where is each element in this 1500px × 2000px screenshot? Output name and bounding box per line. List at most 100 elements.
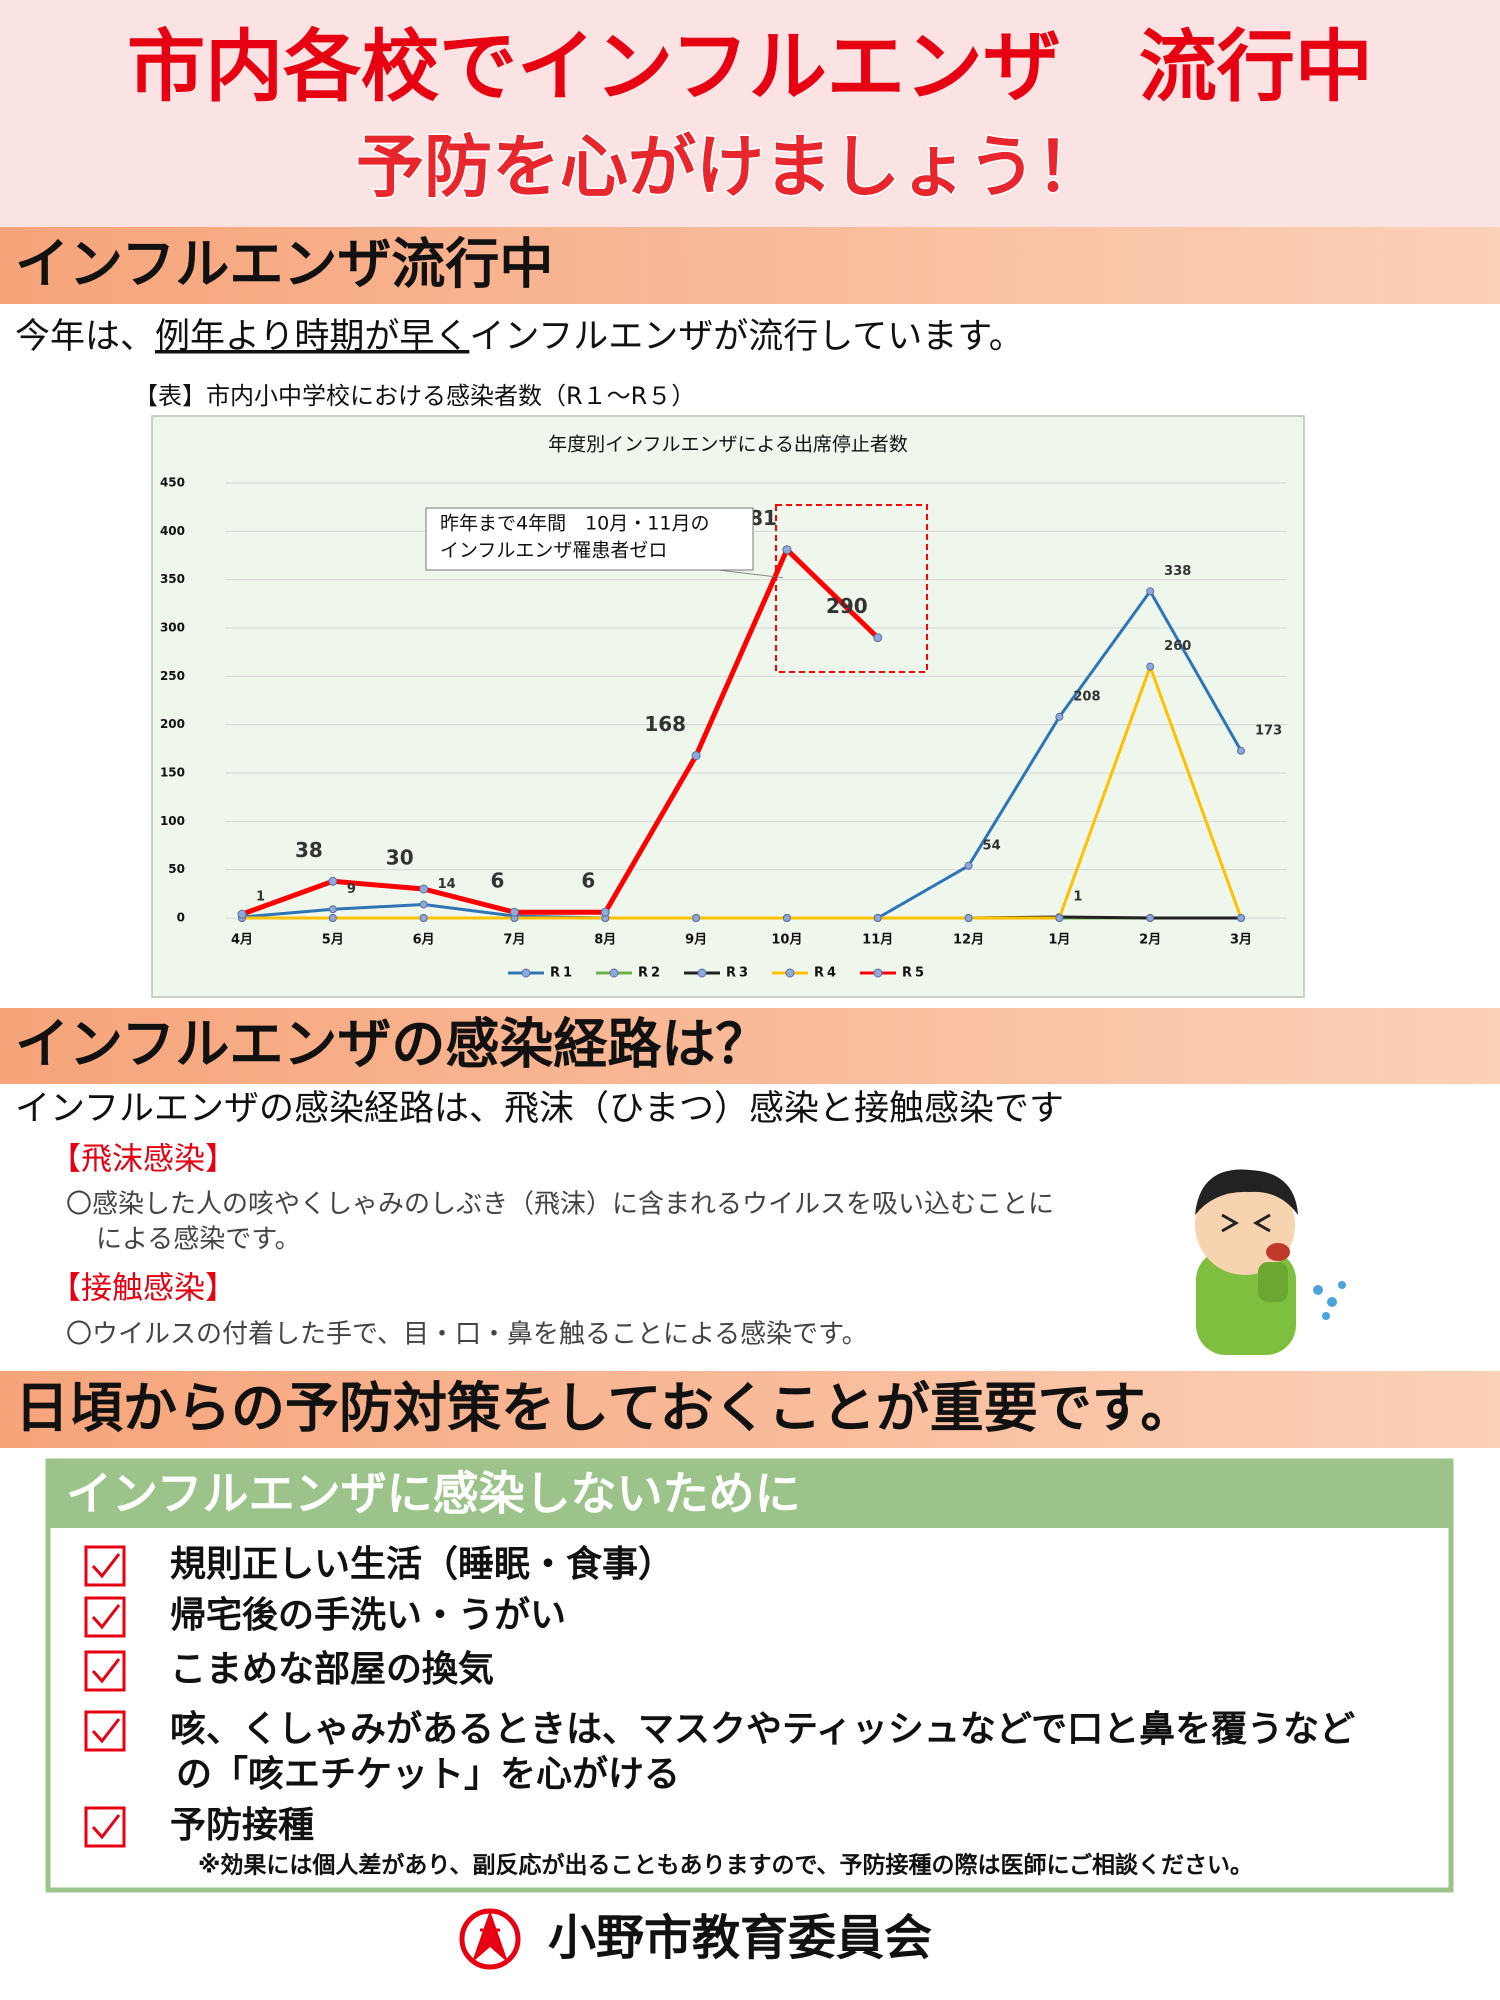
data-point bbox=[1055, 712, 1064, 721]
annotation-box bbox=[425, 507, 754, 571]
data-point bbox=[328, 876, 338, 886]
list-item: 規則正しい生活（睡眠・食事） bbox=[170, 1544, 674, 1585]
intro-part: インフルエンザが流行しています。 bbox=[469, 317, 1023, 357]
legend-label: R3 bbox=[726, 966, 751, 981]
value-label: 338 bbox=[1164, 564, 1191, 579]
value-label: 1 bbox=[1073, 890, 1082, 905]
checkbox bbox=[84, 1650, 126, 1692]
hand bbox=[1258, 1262, 1288, 1302]
x-tick-label: 3月 bbox=[1230, 933, 1252, 948]
mouth bbox=[1266, 1243, 1290, 1261]
data-point bbox=[237, 909, 247, 919]
check-mark bbox=[91, 1814, 121, 1840]
section-band bbox=[0, 227, 1500, 304]
legend-marker bbox=[609, 968, 619, 978]
checkbox bbox=[84, 1710, 126, 1752]
main-title: 市内各校でインフルエンザ 流行中 bbox=[127, 22, 1373, 112]
intro-text: 今年は、例年より時期が早くインフルエンザが流行しています。 bbox=[15, 317, 1024, 357]
legend-marker bbox=[697, 968, 707, 978]
data-point bbox=[1146, 914, 1155, 922]
checkbox bbox=[84, 1596, 126, 1638]
x-tick-label: 8月 bbox=[594, 933, 616, 948]
section-heading: 日頃からの予防対策をしておくことが重要です。 bbox=[15, 1377, 1194, 1440]
data-point bbox=[509, 907, 519, 917]
route-text: 〇ウイルスの付着した手で、目・口・鼻を触ることによる感染です。 bbox=[66, 1320, 868, 1350]
legend-marker bbox=[873, 968, 883, 978]
value-label: 208 bbox=[1073, 689, 1100, 704]
y-tick-label: 250 bbox=[160, 669, 185, 683]
check-mark bbox=[91, 1553, 121, 1579]
value-label: 1 bbox=[256, 890, 265, 905]
legend-marker bbox=[521, 968, 531, 978]
y-tick-label: 0 bbox=[177, 911, 185, 925]
value-label: 260 bbox=[1164, 639, 1191, 654]
legend-marker bbox=[785, 968, 795, 978]
x-tick-label: 5月 bbox=[322, 933, 344, 948]
data-point bbox=[964, 861, 973, 870]
section-band bbox=[0, 1371, 1500, 1448]
route-text: 〇感染した人の咳やくしゃみのしぶき（飛沫）に含まれるウイルスを吸い込むことに bbox=[66, 1190, 1054, 1220]
y-tick-label: 200 bbox=[160, 717, 185, 731]
data-point bbox=[419, 884, 429, 894]
data-point bbox=[1146, 587, 1155, 596]
footer-org: 小野市教育委員会 bbox=[548, 1910, 932, 1966]
prevention-title: インフルエンザに感染しないために bbox=[66, 1467, 801, 1521]
section-heading: インフルエンザの感染経路は？ bbox=[15, 1013, 769, 1076]
list-item: 帰宅後の手洗い・うがい bbox=[170, 1594, 566, 1636]
note: ※効果には個人差があり、副反応が出ることもありますので、予防接種の際は医師にご相… bbox=[198, 1852, 1253, 1879]
y-tick-label: 100 bbox=[160, 814, 185, 828]
hair bbox=[1195, 1169, 1298, 1215]
series-line bbox=[241, 547, 880, 917]
legend-label: R1 bbox=[550, 966, 575, 981]
list-item: の「咳エチケット」を心がける bbox=[176, 1754, 680, 1795]
route-name: 【接触感染】 bbox=[50, 1271, 236, 1307]
data-point bbox=[328, 914, 337, 922]
logo bbox=[459, 1908, 521, 1970]
route-text: による感染です。 bbox=[96, 1225, 301, 1255]
list-item: 咳、くしゃみがあるときは、マスクやティッシュなどで口と鼻を覆うなど bbox=[170, 1709, 1355, 1750]
data-point bbox=[600, 907, 610, 917]
chart-title: 年度別インフルエンザによる出席停止者数 bbox=[548, 434, 908, 456]
legend-label: R4 bbox=[814, 966, 839, 981]
check-mark bbox=[91, 1604, 121, 1630]
section-band bbox=[0, 1008, 1500, 1084]
highlight-box bbox=[775, 504, 928, 673]
x-tick-label: 1月 bbox=[1048, 933, 1070, 948]
y-tick-label: 50 bbox=[168, 862, 185, 876]
x-tick-label: 9月 bbox=[685, 933, 707, 948]
series-line bbox=[242, 665, 1243, 920]
checkbox bbox=[84, 1545, 126, 1587]
check-mark bbox=[91, 1718, 121, 1744]
value-label: 173 bbox=[1255, 723, 1282, 738]
value-label: 9 bbox=[347, 882, 356, 897]
legend-label: R5 bbox=[902, 966, 927, 981]
data-point bbox=[328, 905, 337, 914]
data-point bbox=[1237, 746, 1245, 755]
data-point bbox=[782, 914, 791, 922]
x-tick-label: 12月 bbox=[953, 933, 984, 948]
x-tick-label: 2月 bbox=[1139, 933, 1161, 948]
sneeze-illustration bbox=[1195, 1169, 1346, 1355]
chart: 年度別インフルエンザによる出席停止者数 0 50 100 150 200 250 300 35… bbox=[151, 415, 1305, 998]
prevention-header bbox=[48, 1461, 1451, 1528]
data-point bbox=[1146, 662, 1155, 671]
list-item: 予防接種 bbox=[170, 1805, 314, 1846]
check-mark bbox=[91, 1658, 121, 1684]
value-label: 38 bbox=[295, 838, 323, 862]
list-item: こまめな部屋の換気 bbox=[170, 1649, 494, 1690]
value-label: 290 bbox=[826, 594, 868, 618]
value-label: 168 bbox=[644, 712, 686, 736]
value-label: 6 bbox=[581, 869, 595, 893]
annotation-text: インフルエンザ罹患者ゼロ bbox=[440, 540, 667, 562]
section-heading: インフルエンザ流行中 bbox=[15, 233, 553, 296]
eyes bbox=[1221, 1213, 1271, 1233]
x-tick-label: 11月 bbox=[862, 933, 893, 948]
value-label: 54 bbox=[983, 838, 1001, 853]
y-tick-label: 400 bbox=[160, 524, 185, 538]
checkbox bbox=[84, 1806, 126, 1848]
table-caption: 【表】市内小中学校における感染者数（R１～R５） bbox=[134, 382, 695, 410]
intro-underlined: 例年より時期が早く bbox=[155, 317, 469, 357]
y-tick-label: 350 bbox=[160, 572, 185, 586]
data-point bbox=[873, 633, 883, 643]
